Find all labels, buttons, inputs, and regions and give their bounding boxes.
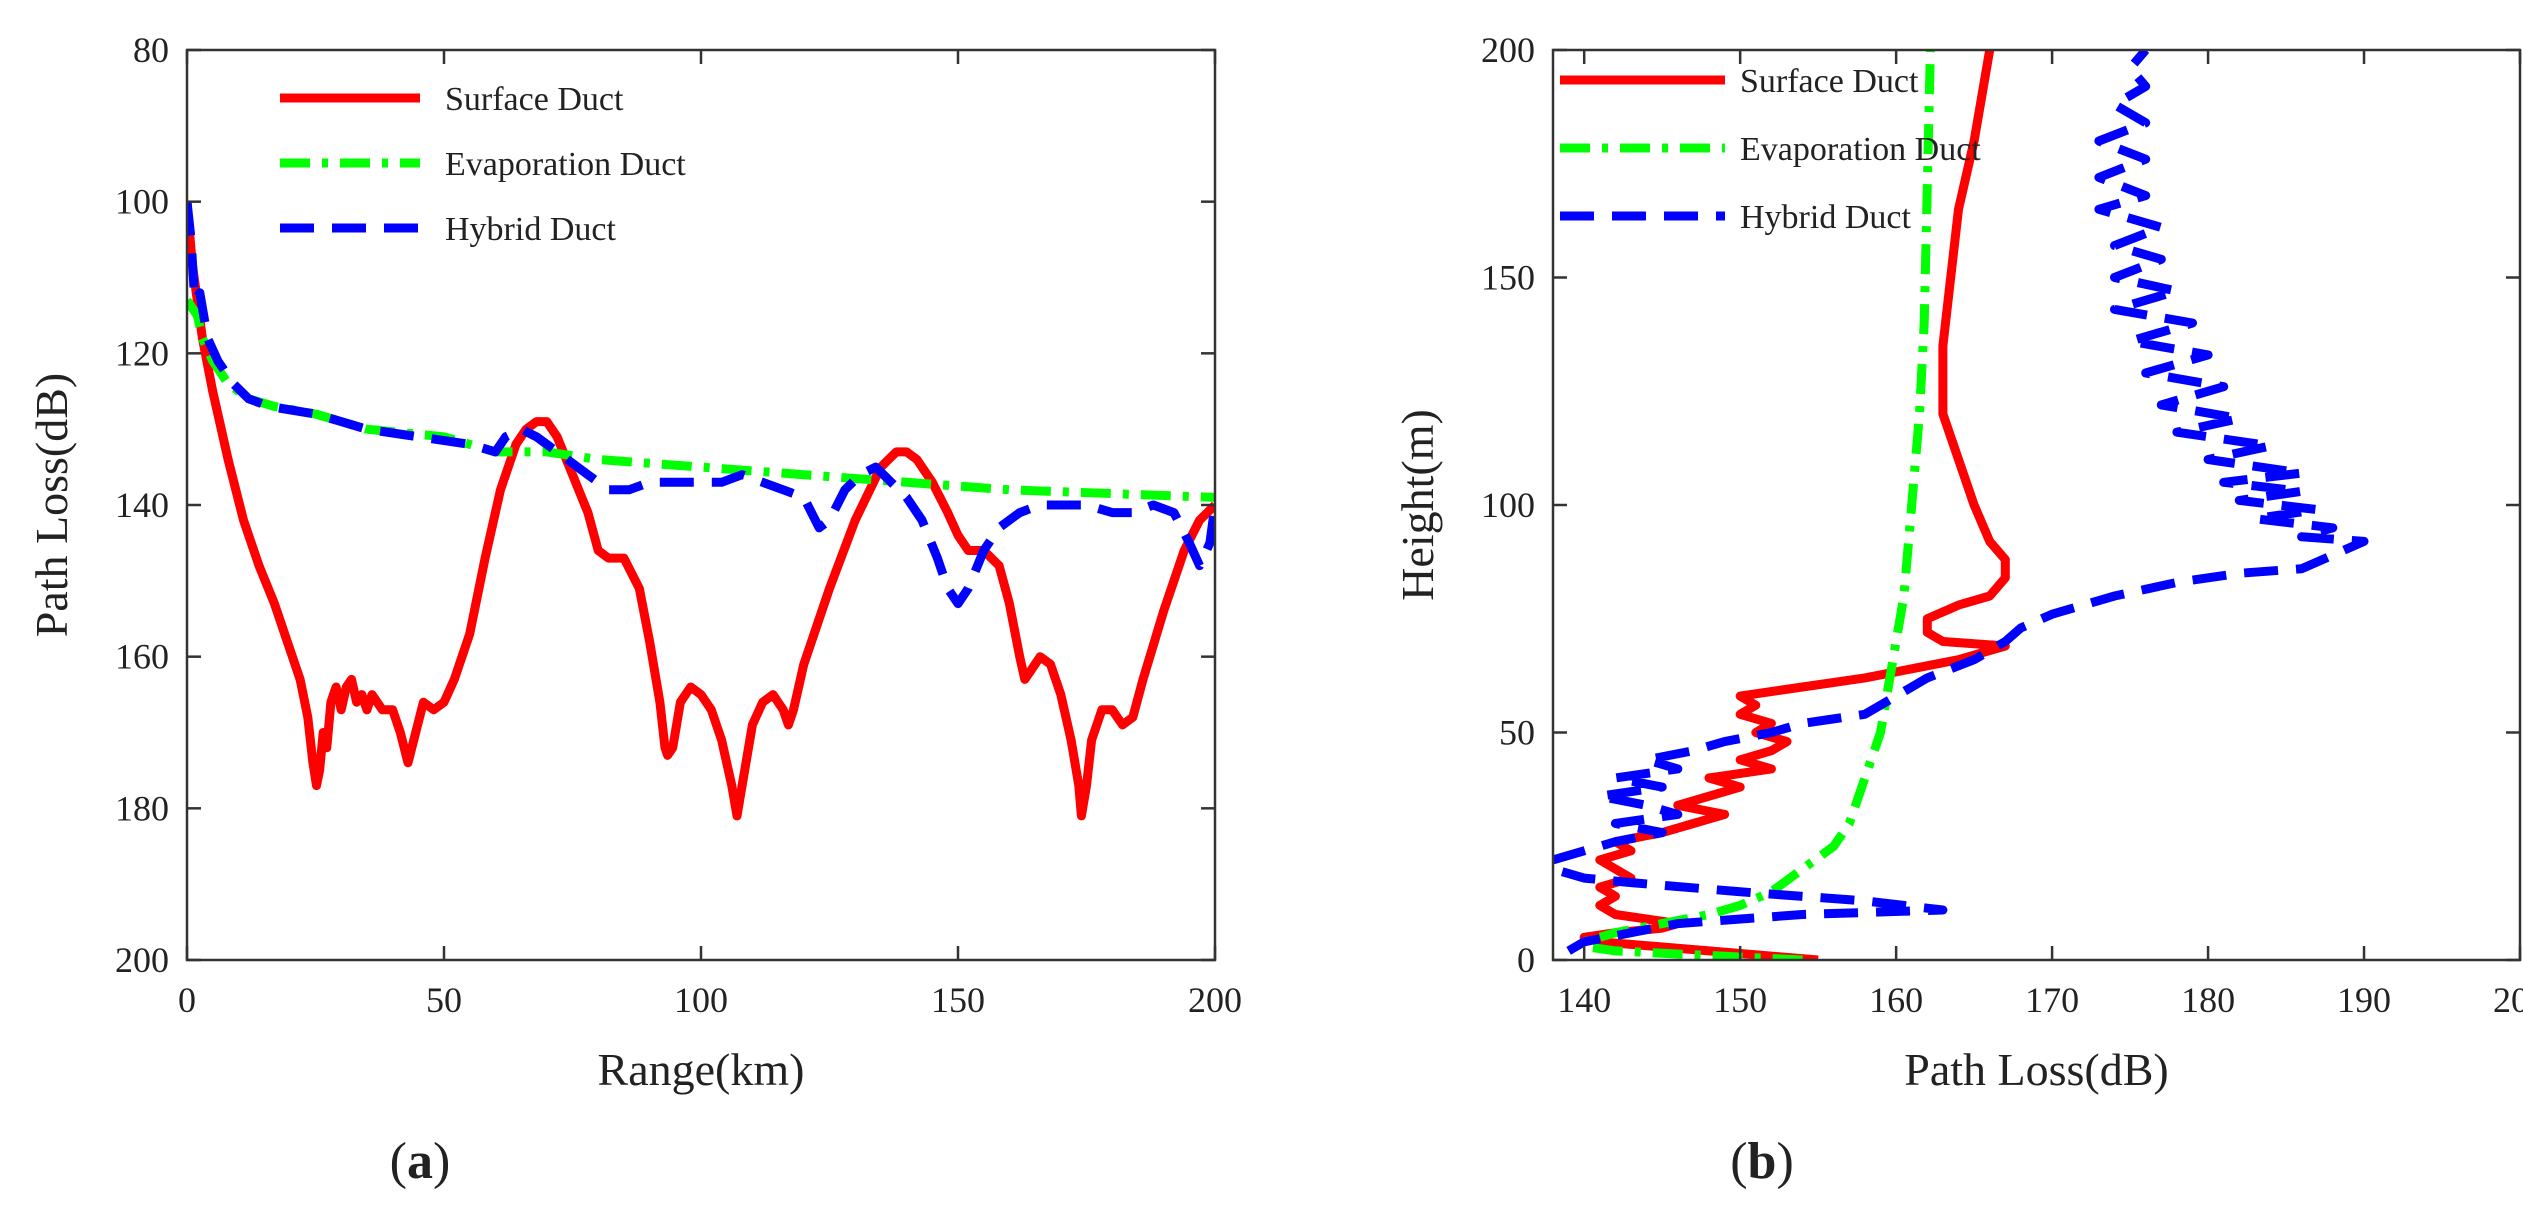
series-line-hybrid-duct (1553, 50, 2369, 955)
x-tick-label: 0 (178, 980, 196, 1020)
y-tick-label: 100 (1481, 485, 1535, 525)
series-line-surface-duct (187, 201, 1215, 821)
x-tick-label: 200 (1188, 980, 1242, 1020)
panel-a-caption: (a) (390, 1133, 451, 1190)
legend-label: Hybrid Duct (1740, 199, 1911, 236)
y-axis-title: Path Loss(dB) (26, 373, 77, 638)
x-tick-label: 50 (426, 980, 462, 1020)
legend-label: Surface Duct (445, 81, 624, 118)
x-tick-label: 150 (931, 980, 985, 1020)
y-tick-label: 200 (115, 940, 169, 980)
x-tick-label: 100 (674, 980, 728, 1020)
y-tick-label: 200 (1481, 30, 1535, 70)
legend-label: Evaporation Duct (445, 146, 686, 183)
legend-label: Evaporation Duct (1740, 131, 1981, 168)
panel-a-caption-letter: a (407, 1133, 433, 1190)
y-tick-label: 50 (1499, 713, 1535, 753)
plot-area (187, 50, 1215, 960)
legend-label: Surface Duct (1740, 63, 1919, 100)
panel-a-path-loss-vs-range: 0 50 100 150 200 80 100 120 140 160 180 200 Range(km… (26, 30, 1242, 1095)
y-tick-label: 160 (115, 637, 169, 677)
x-tick-label: 190 (2337, 980, 2391, 1020)
y-tick-label: 80 (133, 30, 169, 70)
legend: Surface Duct Evaporation Duct Hybrid Duct (1560, 63, 1981, 236)
series-line-hybrid-duct (187, 201, 1215, 609)
x-axis-title: Range(km) (598, 1044, 805, 1095)
y-tick-label: 180 (115, 788, 169, 828)
y-tick-label: 150 (1481, 258, 1535, 298)
legend-label: Hybrid Duct (445, 211, 616, 248)
series-line-evaporation-duct (1579, 50, 1935, 960)
legend: Surface Duct Evaporation Duct Hybrid Duct (280, 81, 686, 248)
x-tick-label: 180 (2181, 980, 2235, 1020)
x-tick-label: 200 (2493, 980, 2523, 1020)
series-line-evaporation-duct (187, 297, 1215, 502)
y-tick-label: 0 (1517, 940, 1535, 980)
y-tick-label: 120 (115, 333, 169, 373)
y-tick-label: 140 (115, 485, 169, 525)
y-axis-title: Height(m) (1392, 409, 1443, 601)
panel-b-caption-letter: b (1748, 1133, 1777, 1190)
x-tick-label: 160 (1869, 980, 1923, 1020)
x-tick-label: 170 (2025, 980, 2079, 1020)
x-axis-title: Path Loss(dB) (1904, 1044, 2169, 1095)
x-tick-label: 140 (1557, 980, 1611, 1020)
panel-b-height-vs-path-loss: 140 150 160 170 180 190 200 0 50 100 150 200 Path Lo… (1392, 30, 2523, 1095)
panel-b-caption: (b) (1730, 1133, 1794, 1190)
x-tick-label: 150 (1713, 980, 1767, 1020)
y-tick-label: 100 (115, 182, 169, 222)
